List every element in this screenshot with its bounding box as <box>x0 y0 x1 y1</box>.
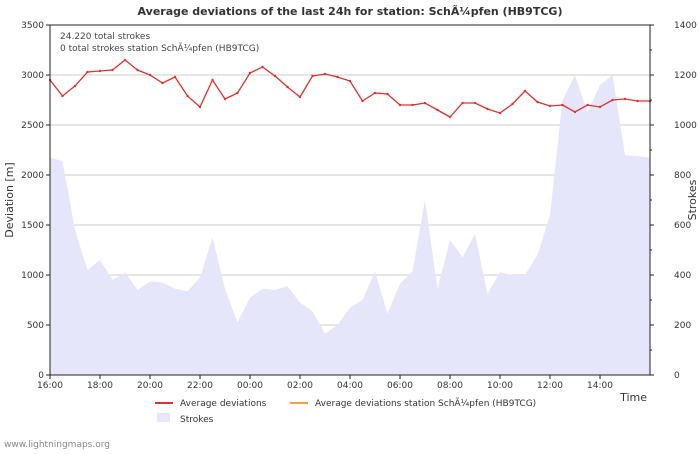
y-tick-label: 500 <box>27 321 44 331</box>
data-point <box>261 65 264 69</box>
data-point <box>448 115 452 119</box>
data-point <box>386 92 389 96</box>
data-point <box>111 68 114 72</box>
data-point <box>311 74 314 78</box>
y-tick-label: 3000 <box>21 71 44 81</box>
data-point <box>411 103 414 107</box>
data-point <box>236 91 239 95</box>
y2-tick-label: 1200 <box>674 71 697 81</box>
data-point <box>73 84 77 88</box>
x-tick-label: 10:00 <box>487 381 513 391</box>
x-tick-label: 02:00 <box>287 381 313 391</box>
data-point <box>561 103 564 107</box>
data-point <box>598 105 602 109</box>
data-point <box>148 73 152 77</box>
x-tick-label: 16:00 <box>37 381 63 391</box>
y2-tick-label: 200 <box>674 321 691 331</box>
data-point <box>423 101 427 105</box>
strokes-area <box>50 75 650 375</box>
series-line-avg-deviation <box>49 59 650 118</box>
data-point <box>286 85 289 89</box>
x-tick-label: 22:00 <box>187 381 213 391</box>
legend-label-strokes: Strokes <box>180 415 214 425</box>
data-point <box>198 105 202 109</box>
data-point <box>336 75 339 79</box>
x-tick-label: 12:00 <box>537 381 563 391</box>
data-point <box>161 81 164 85</box>
data-point <box>623 97 627 101</box>
y2-tick-label: 1000 <box>674 121 697 131</box>
y2-axis-label: Strokes <box>686 179 699 220</box>
y2-tick-label: 800 <box>674 171 691 181</box>
annotation-total-strokes: 24.220 total strokes <box>60 32 150 42</box>
x-tick-label: 08:00 <box>437 381 463 391</box>
legend-swatch-strokes <box>157 413 170 422</box>
data-point <box>61 94 64 98</box>
y2-tick-label: 0 <box>674 371 680 381</box>
legend-label-station-dev: Average deviations station SchÃ¼pfen (HB… <box>315 398 536 409</box>
data-point <box>123 58 127 62</box>
data-point <box>98 69 102 73</box>
data-point <box>373 91 377 95</box>
data-point <box>486 107 489 111</box>
y-tick-label: 3500 <box>21 21 44 31</box>
data-point <box>361 99 364 103</box>
data-point <box>511 102 514 106</box>
data-point <box>248 71 252 75</box>
legend-label-avg-dev: Average deviations <box>180 399 267 409</box>
y-tick-label: 0 <box>38 371 44 381</box>
x-tick-label: 00:00 <box>237 381 263 391</box>
y-tick-label: 2500 <box>21 121 44 131</box>
legend: Average deviations Average deviations st… <box>155 398 536 425</box>
data-point <box>273 74 277 78</box>
data-point <box>536 100 539 104</box>
data-point <box>498 111 502 115</box>
data-point <box>548 104 552 108</box>
data-point <box>461 101 464 105</box>
x-tick-label: 14:00 <box>587 381 613 391</box>
y2-tick-label: 1400 <box>674 21 697 31</box>
data-point <box>586 103 589 107</box>
y-axis-label: Deviation [m] <box>3 162 16 237</box>
data-point <box>523 89 527 93</box>
data-point <box>186 94 189 98</box>
y-tick-label: 1500 <box>21 221 44 231</box>
y2-tick-label: 600 <box>674 221 691 231</box>
data-point <box>211 78 214 82</box>
data-point <box>473 101 477 105</box>
data-point <box>348 79 352 83</box>
data-point <box>636 99 639 103</box>
data-point <box>173 75 177 79</box>
data-point <box>398 103 402 107</box>
footer-credit[interactable]: www.lightningmaps.org <box>4 440 110 450</box>
annotation-station-strokes: 0 total strokes station SchÃ¼pfen (HB9TC… <box>60 43 259 54</box>
data-point <box>323 72 327 76</box>
data-point <box>223 97 227 101</box>
x-tick-label: 06:00 <box>387 381 413 391</box>
y2-tick-label: 400 <box>674 271 691 281</box>
x-axis-label: Time <box>619 391 647 404</box>
x-tick-label: 04:00 <box>337 381 363 391</box>
data-point <box>86 70 89 74</box>
y-tick-label: 1000 <box>21 271 44 281</box>
data-point <box>573 110 577 114</box>
data-point <box>436 108 439 112</box>
data-point <box>298 95 302 99</box>
x-tick-label: 18:00 <box>87 381 113 391</box>
chart-title: Average deviations of the last 24h for s… <box>138 5 563 18</box>
data-point <box>136 68 139 72</box>
data-point <box>611 98 614 102</box>
x-tick-label: 20:00 <box>137 381 163 391</box>
y-tick-label: 2000 <box>21 171 44 181</box>
